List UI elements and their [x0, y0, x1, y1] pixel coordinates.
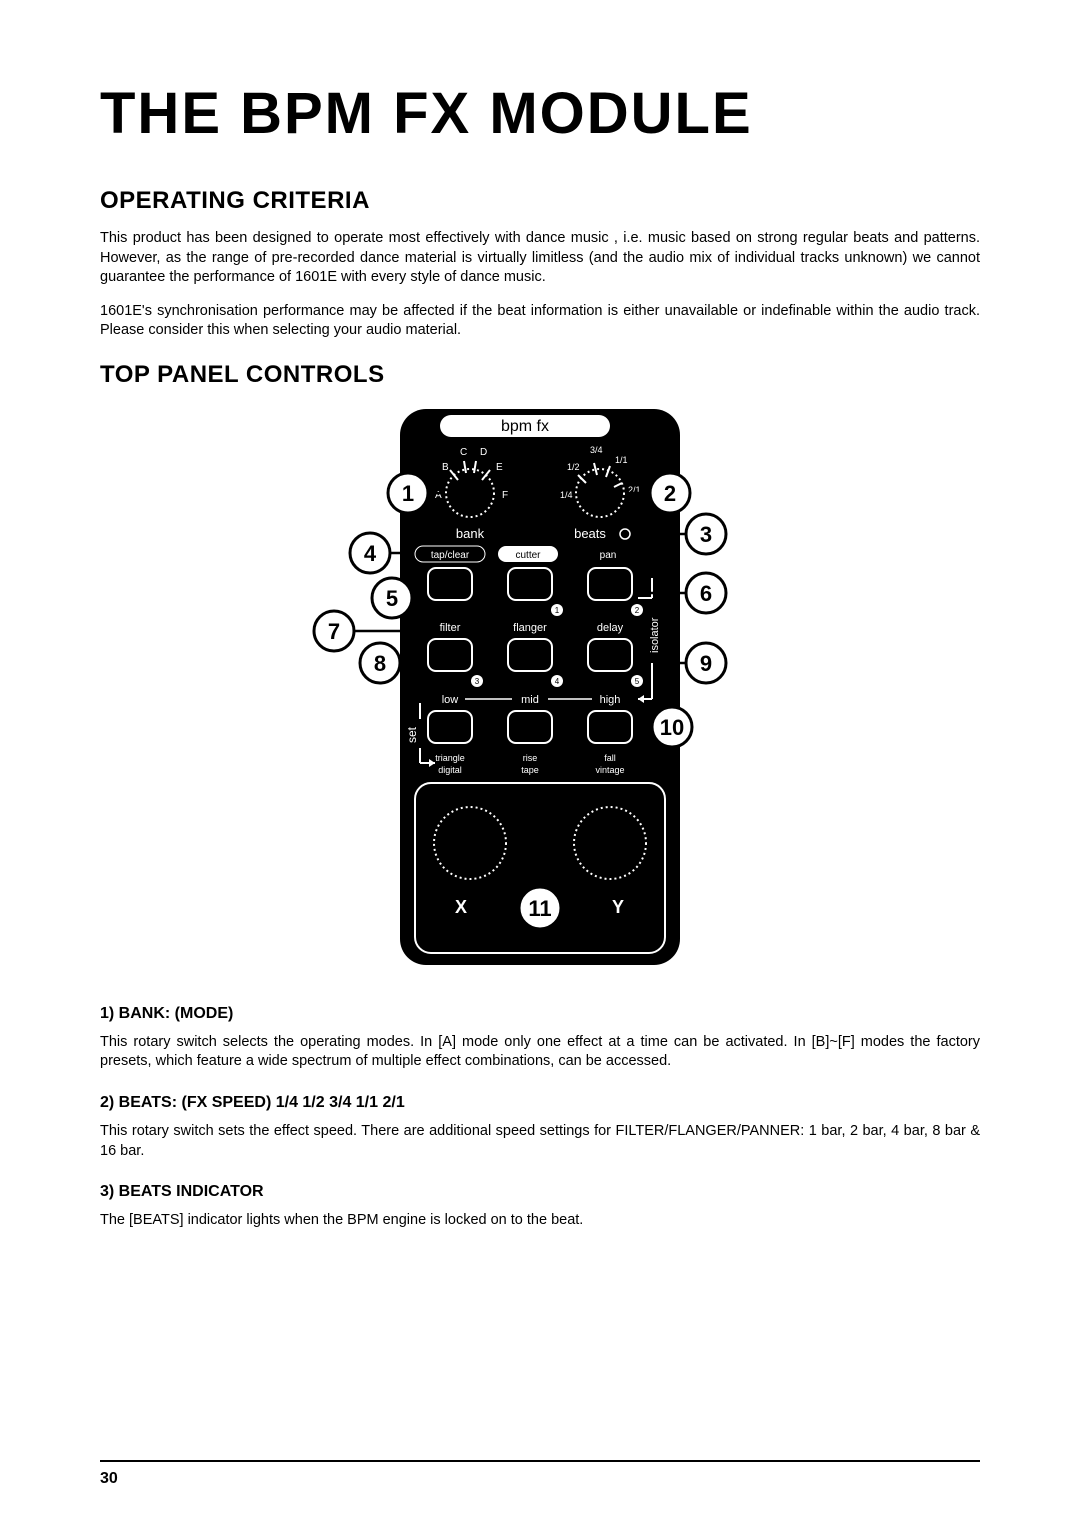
svg-text:4: 4 — [364, 541, 377, 566]
sub-bank-heading: 1) BANK: (MODE) — [100, 1005, 980, 1023]
delay-label: delay — [597, 622, 624, 634]
svg-text:5: 5 — [386, 586, 398, 611]
y-label: Y — [612, 897, 624, 917]
low-label: low — [442, 694, 459, 706]
svg-text:F: F — [502, 490, 508, 501]
svg-text:C: C — [460, 447, 467, 458]
isolator-label: isolator — [649, 617, 661, 653]
sub-indicator-heading: 3) BEATS INDICATOR — [100, 1183, 980, 1201]
sub-bank-text: This rotary switch selects the operating… — [100, 1033, 980, 1072]
svg-text:2: 2 — [635, 606, 640, 615]
high-label: high — [600, 694, 621, 706]
svg-text:3: 3 — [475, 677, 480, 686]
svg-text:6: 6 — [700, 581, 712, 606]
svg-text:10: 10 — [660, 715, 684, 740]
svg-text:E: E — [496, 462, 503, 473]
sub-beats-heading: 2) BEATS: (FX SPEED) 1/4 1/2 3/4 1/1 2/1 — [100, 1094, 980, 1112]
svg-text:1: 1 — [555, 606, 560, 615]
page-number: 30 — [100, 1470, 118, 1488]
flanger-label: flanger — [513, 622, 547, 634]
svg-text:1/2: 1/2 — [567, 462, 580, 472]
svg-text:1: 1 — [402, 481, 414, 506]
svg-text:3: 3 — [700, 522, 712, 547]
top-panel-heading: TOP PANEL CONTROLS — [100, 361, 980, 389]
panel-diagram: bpm fx A B C D E F bank 1/4 1/2 3/4 1/1 … — [100, 403, 980, 983]
svg-text:digital: digital — [438, 765, 462, 775]
svg-text:triangle: triangle — [435, 753, 465, 763]
svg-text:fall: fall — [604, 753, 616, 763]
operating-criteria-p1: This product has been designed to operat… — [100, 229, 980, 288]
svg-text:B: B — [442, 462, 449, 473]
sub-indicator-text: The [BEATS] indicator lights when the BP… — [100, 1211, 980, 1231]
svg-text:4: 4 — [555, 677, 560, 686]
svg-text:A: A — [435, 490, 442, 501]
filter-label: filter — [440, 622, 461, 634]
operating-criteria-p2: 1601E's synchronisation performance may … — [100, 302, 980, 341]
mid-label: mid — [521, 694, 539, 706]
cutter-label: cutter — [515, 550, 541, 561]
pan-label: pan — [600, 550, 617, 561]
svg-text:vintage: vintage — [595, 765, 624, 775]
svg-text:9: 9 — [700, 651, 712, 676]
svg-text:3/4: 3/4 — [590, 445, 603, 455]
svg-text:tape: tape — [521, 765, 539, 775]
svg-text:rise: rise — [523, 753, 538, 763]
page-title: THE BPM FX MODULE — [100, 80, 980, 147]
svg-text:1/1: 1/1 — [615, 455, 628, 465]
beats-label: beats — [574, 526, 606, 541]
svg-text:5: 5 — [635, 677, 640, 686]
svg-text:2: 2 — [664, 481, 676, 506]
operating-criteria-heading: OPERATING CRITERIA — [100, 187, 980, 215]
svg-text:1/4: 1/4 — [560, 490, 573, 500]
diagram-header-label: bpm fx — [501, 418, 549, 435]
svg-text:8: 8 — [374, 651, 386, 676]
x-label: X — [455, 897, 467, 917]
tap-clear-label: tap/clear — [431, 550, 470, 561]
sub-beats-text: This rotary switch sets the effect speed… — [100, 1122, 980, 1161]
svg-text:D: D — [480, 447, 487, 458]
svg-text:7: 7 — [328, 619, 340, 644]
bank-label: bank — [456, 526, 485, 541]
set-label: set — [405, 726, 419, 743]
footer-rule — [100, 1460, 980, 1462]
svg-text:11: 11 — [528, 896, 551, 921]
